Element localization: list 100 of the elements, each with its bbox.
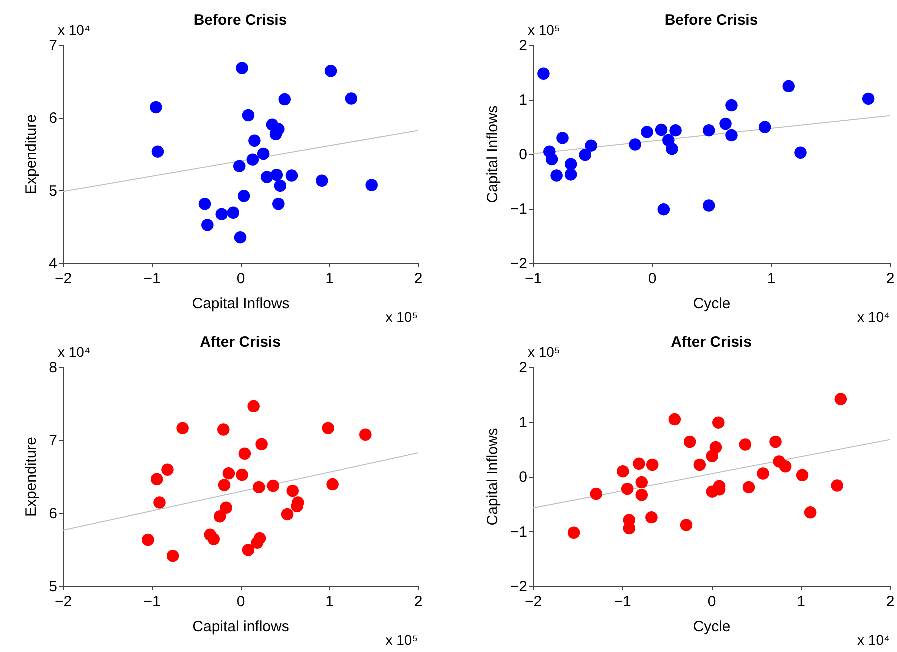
point	[150, 101, 162, 114]
point	[218, 424, 230, 436]
point	[360, 428, 372, 441]
point	[242, 109, 255, 122]
point	[257, 148, 270, 160]
y-tick-label: 6	[49, 110, 58, 128]
point	[166, 550, 180, 562]
point	[227, 206, 240, 219]
text: x 10⁵	[528, 22, 560, 38]
point	[666, 142, 678, 156]
point	[758, 121, 772, 134]
point	[256, 438, 268, 450]
text: x 10⁴	[858, 632, 890, 648]
point	[668, 413, 682, 426]
y-tick-label: 5	[49, 578, 58, 596]
point	[286, 170, 298, 182]
point	[142, 534, 154, 546]
point	[538, 68, 550, 80]
point	[324, 65, 338, 78]
point	[739, 438, 752, 451]
y-tick-label: 6	[49, 506, 58, 522]
point	[590, 488, 602, 500]
point	[834, 393, 848, 406]
x-tick-label: −1	[144, 270, 161, 288]
text: x 10⁵	[386, 632, 418, 648]
text: x 10⁴	[58, 344, 90, 360]
point	[267, 480, 280, 492]
point	[234, 231, 247, 244]
point	[742, 481, 756, 494]
point	[770, 436, 782, 448]
point	[546, 153, 558, 166]
point	[782, 80, 795, 93]
point	[550, 170, 563, 182]
y-axis-title: Capital Inflows	[484, 106, 502, 204]
point	[150, 473, 164, 486]
y-tick-label: 5	[49, 182, 58, 200]
point	[278, 93, 291, 106]
point	[214, 510, 226, 523]
y-tick-label: −2	[510, 578, 528, 596]
point	[202, 219, 214, 232]
point	[281, 508, 294, 521]
point	[726, 99, 738, 112]
chart-title: After Crisis	[200, 334, 281, 351]
point	[646, 511, 658, 524]
y-tick-label: −1	[510, 201, 528, 218]
point	[316, 174, 328, 187]
x-tick-label: 0	[236, 270, 246, 288]
point	[779, 460, 792, 473]
point	[345, 92, 358, 105]
x-axis-title: Cycle	[693, 296, 731, 312]
point	[710, 441, 722, 454]
x-tick-label: −1	[614, 594, 632, 610]
y-tick-label: 1	[519, 414, 528, 432]
point	[720, 118, 732, 130]
y-tick-label: 0	[519, 146, 528, 164]
point	[236, 468, 248, 482]
x-tick-label: 1	[767, 270, 776, 288]
x-tick-label: 1	[326, 594, 334, 610]
point	[253, 481, 266, 494]
point	[617, 465, 630, 478]
point	[794, 146, 807, 160]
point	[366, 179, 378, 192]
point	[218, 479, 231, 492]
point	[220, 502, 232, 514]
point	[564, 158, 578, 170]
point	[274, 180, 287, 192]
point	[254, 532, 266, 545]
y-tick-label: 2	[519, 360, 528, 376]
point	[641, 126, 654, 138]
point	[248, 134, 261, 148]
point	[658, 203, 670, 216]
point	[804, 506, 817, 519]
text: x 10⁴	[58, 22, 90, 38]
point	[208, 533, 220, 546]
y-tick-label: 1	[519, 92, 528, 109]
point	[694, 458, 706, 472]
x-axis-title: Capital inflows	[192, 618, 290, 636]
y-tick-label: −1	[510, 524, 528, 541]
point	[757, 468, 770, 480]
point	[222, 467, 236, 480]
point	[726, 129, 738, 142]
point	[242, 544, 255, 556]
x-tick-label: 2	[414, 594, 423, 610]
point	[702, 124, 716, 137]
point	[670, 124, 682, 137]
x-tick-label: 1	[326, 270, 334, 288]
point	[568, 526, 580, 540]
point	[270, 168, 284, 182]
point	[636, 476, 648, 489]
point	[238, 190, 250, 202]
y-tick-label: 2	[519, 38, 528, 54]
point	[702, 200, 716, 212]
point	[556, 132, 569, 144]
point	[680, 519, 693, 532]
text: x 10⁴	[858, 309, 890, 325]
chart-title: Before Crisis	[194, 12, 288, 29]
point	[286, 484, 299, 498]
x-tick-label: 0	[236, 594, 246, 610]
point	[636, 489, 648, 502]
x-tick-label: 0	[708, 594, 716, 610]
